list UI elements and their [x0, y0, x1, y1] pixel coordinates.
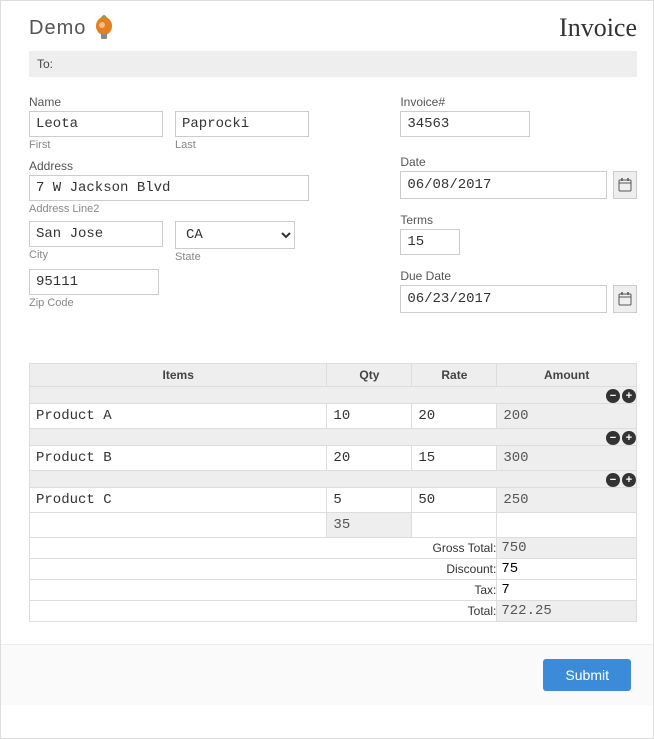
- calendar-icon: [618, 292, 632, 306]
- remove-row-icon[interactable]: −: [606, 431, 620, 445]
- th-amount: Amount: [497, 364, 637, 387]
- first-name-sublabel: First: [29, 139, 163, 151]
- date-label: Date: [400, 155, 637, 169]
- add-row-icon[interactable]: +: [622, 431, 636, 445]
- city-sublabel: City: [29, 249, 163, 261]
- item-amount: [497, 446, 636, 470]
- item-qty-input[interactable]: [327, 404, 411, 428]
- name-label: Name: [29, 95, 360, 109]
- header: Demo Invoice: [1, 1, 653, 51]
- add-row-icon[interactable]: +: [622, 389, 636, 403]
- remove-row-icon[interactable]: −: [606, 473, 620, 487]
- date-picker-button[interactable]: [613, 171, 637, 199]
- th-rate: Rate: [412, 364, 497, 387]
- due-date-label: Due Date: [400, 269, 637, 283]
- th-qty: Qty: [327, 364, 412, 387]
- qty-total: [327, 513, 411, 537]
- due-date-input[interactable]: [400, 285, 606, 313]
- address-line2-sublabel: Address Line2: [29, 203, 360, 215]
- submit-button[interactable]: Submit: [543, 659, 631, 691]
- state-select[interactable]: CA: [175, 221, 295, 249]
- lightbulb-icon: [92, 14, 116, 42]
- item-qty-input[interactable]: [327, 488, 411, 512]
- gross-total-value: [497, 538, 636, 558]
- total-value: [497, 601, 636, 621]
- state-sublabel: State: [175, 251, 309, 263]
- th-items: Items: [30, 364, 327, 387]
- logo-text: Demo: [29, 17, 86, 40]
- page-title: Invoice: [559, 13, 637, 43]
- items-table: Items Qty Rate Amount −+−+−+ Gross Total…: [29, 363, 637, 622]
- terms-label: Terms: [400, 213, 637, 227]
- logo: Demo: [29, 14, 116, 42]
- discount-label: Discount:: [30, 559, 497, 580]
- total-label: Total:: [30, 601, 497, 622]
- item-name-input[interactable]: [30, 446, 326, 470]
- address-label: Address: [29, 159, 360, 173]
- calendar-icon: [618, 178, 632, 192]
- tax-input[interactable]: [497, 580, 636, 600]
- city-input[interactable]: [29, 221, 163, 247]
- table-row: [30, 404, 637, 429]
- last-name-input[interactable]: [175, 111, 309, 137]
- item-rate-input[interactable]: [412, 488, 496, 512]
- item-name-input[interactable]: [30, 488, 326, 512]
- item-rate-input[interactable]: [412, 446, 496, 470]
- date-input[interactable]: [400, 171, 606, 199]
- item-amount: [497, 488, 636, 512]
- items-header-row: Items Qty Rate Amount: [30, 364, 637, 387]
- terms-input[interactable]: [400, 229, 460, 255]
- add-row-icon[interactable]: +: [622, 473, 636, 487]
- table-row: [30, 488, 637, 513]
- address-line1-input[interactable]: [29, 175, 309, 201]
- invoice-number-input[interactable]: [400, 111, 530, 137]
- zip-sublabel: Zip Code: [29, 297, 360, 309]
- to-section-label: To:: [29, 51, 637, 77]
- invoice-number-label: Invoice#: [400, 95, 637, 109]
- table-row: [30, 446, 637, 471]
- gross-total-label: Gross Total:: [30, 538, 497, 559]
- item-rate-input[interactable]: [412, 404, 496, 428]
- invoice-form: Demo Invoice To: Name First: [0, 0, 654, 739]
- zip-input[interactable]: [29, 269, 159, 295]
- remove-row-icon[interactable]: −: [606, 389, 620, 403]
- tax-label: Tax:: [30, 580, 497, 601]
- due-date-picker-button[interactable]: [613, 285, 637, 313]
- item-qty-input[interactable]: [327, 446, 411, 470]
- footer: Submit: [1, 644, 653, 705]
- discount-input[interactable]: [497, 559, 636, 579]
- last-name-sublabel: Last: [175, 139, 309, 151]
- first-name-input[interactable]: [29, 111, 163, 137]
- item-name-input[interactable]: [30, 404, 326, 428]
- item-amount: [497, 404, 636, 428]
